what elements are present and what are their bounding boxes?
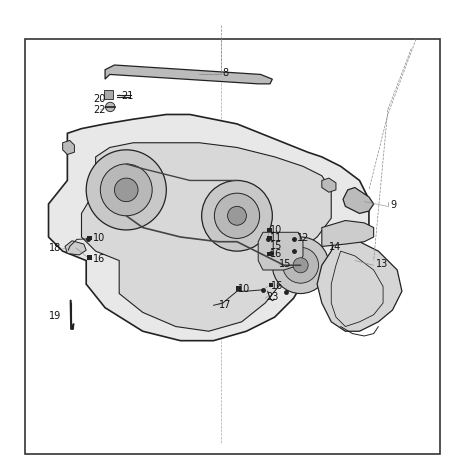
FancyBboxPatch shape [25,39,439,454]
Circle shape [115,178,138,201]
Polygon shape [322,220,374,246]
Text: 13: 13 [376,259,388,269]
Circle shape [214,193,260,238]
Text: 14: 14 [329,242,341,252]
FancyBboxPatch shape [267,228,272,232]
Polygon shape [105,65,273,84]
Text: 10: 10 [270,226,282,236]
Text: 19: 19 [48,311,61,321]
FancyBboxPatch shape [104,90,113,100]
Text: 17: 17 [219,300,231,310]
Polygon shape [65,241,86,255]
Polygon shape [317,237,402,331]
Circle shape [86,150,166,230]
Text: 16: 16 [270,249,282,259]
Text: 22: 22 [94,105,106,115]
Text: 21: 21 [121,91,134,100]
Polygon shape [343,188,374,213]
FancyBboxPatch shape [269,283,273,287]
Text: 16: 16 [93,254,106,264]
Text: 10: 10 [93,233,106,243]
Circle shape [100,164,152,216]
Text: 11: 11 [270,233,282,244]
Polygon shape [63,140,74,155]
Circle shape [283,247,319,283]
FancyBboxPatch shape [87,255,92,260]
Polygon shape [48,115,369,341]
Text: 8: 8 [223,67,229,78]
Text: 23: 23 [267,292,279,302]
FancyBboxPatch shape [87,236,92,240]
Circle shape [228,206,246,225]
Polygon shape [82,143,331,331]
FancyBboxPatch shape [267,252,272,256]
Text: 18: 18 [48,243,61,253]
FancyBboxPatch shape [236,286,241,291]
Text: 9: 9 [390,200,396,210]
Text: 15: 15 [270,241,283,251]
Text: 15: 15 [279,259,292,269]
Circle shape [273,237,329,293]
Text: 12: 12 [297,233,310,244]
Circle shape [201,181,273,251]
Text: 20: 20 [94,94,106,104]
Circle shape [106,102,115,112]
Polygon shape [322,178,336,192]
Text: 10: 10 [238,284,251,294]
Circle shape [293,258,308,273]
Polygon shape [258,232,303,270]
Text: 16: 16 [272,281,283,291]
FancyBboxPatch shape [267,236,272,240]
